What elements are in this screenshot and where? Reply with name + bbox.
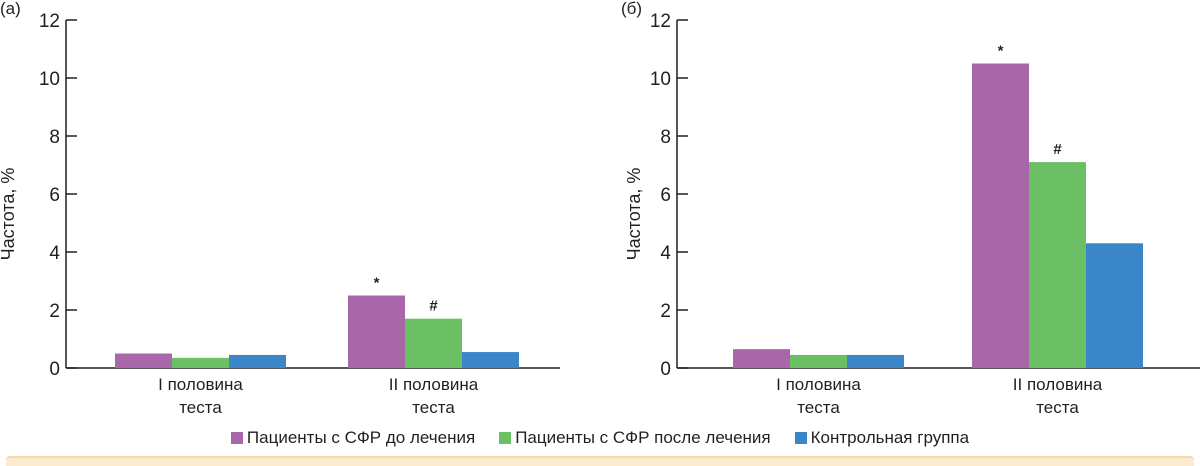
y-tick-label: 8 xyxy=(49,127,60,148)
y-axis-label: Частота, % xyxy=(624,168,644,261)
y-tick-label: 4 xyxy=(49,243,60,264)
bar xyxy=(790,354,847,368)
legend-swatch-purple xyxy=(230,432,243,444)
significance-marker: * xyxy=(998,43,1004,60)
y-tick-label: 12 xyxy=(650,11,671,32)
panel-label: (б) xyxy=(621,0,642,18)
y-tick-label: 0 xyxy=(660,359,671,380)
legend-swatch-green xyxy=(499,432,512,444)
bar xyxy=(115,353,172,368)
y-tick-label: 2 xyxy=(49,301,60,322)
significance-marker: * xyxy=(374,275,380,292)
y-tick-label: 6 xyxy=(49,185,60,206)
y-tick-label: 12 xyxy=(39,11,60,32)
category-label: II половина xyxy=(389,375,479,394)
y-tick-label: 0 xyxy=(49,359,60,380)
bar xyxy=(1029,162,1086,368)
bar xyxy=(172,357,229,368)
significance-marker: # xyxy=(429,298,438,315)
y-tick-label: 10 xyxy=(650,69,671,90)
category-label: теста xyxy=(797,398,840,417)
bar xyxy=(348,295,405,368)
category-label: II половина xyxy=(1013,375,1103,394)
y-tick-label: 6 xyxy=(660,185,671,206)
legend-label: Контрольная группа xyxy=(810,428,970,447)
y-tick-label: 2 xyxy=(660,301,671,322)
bar xyxy=(733,349,790,368)
y-tick-label: 4 xyxy=(660,243,671,264)
bar xyxy=(1086,243,1143,368)
page-bottom-band xyxy=(6,456,1194,466)
y-tick-label: 10 xyxy=(39,69,60,90)
category-label: I половина xyxy=(158,375,243,394)
category-label: теста xyxy=(412,398,455,417)
legend-item: Пациенты с СФР после лечения xyxy=(499,428,771,448)
category-label: теста xyxy=(179,398,222,417)
category-label: I половина xyxy=(776,375,861,394)
legend-label: Пациенты с СФР до лечения xyxy=(246,428,476,447)
bar xyxy=(405,318,462,368)
bar xyxy=(229,354,286,368)
bar xyxy=(972,63,1029,368)
bar xyxy=(847,354,904,368)
significance-marker: # xyxy=(1053,141,1062,158)
legend: Пациенты с СФР до лечения Пациенты с СФР… xyxy=(0,428,1200,448)
bar xyxy=(462,352,519,368)
y-axis-label: Частота, % xyxy=(0,168,18,261)
legend-label: Пациенты с СФР после лечения xyxy=(515,428,771,447)
panel-label: (а) xyxy=(0,0,21,18)
category-label: теста xyxy=(1036,398,1079,417)
legend-item: Пациенты с СФР до лечения xyxy=(230,428,476,448)
y-tick-label: 8 xyxy=(660,127,671,148)
legend-swatch-blue xyxy=(794,432,807,444)
legend-item: Контрольная группа xyxy=(794,428,970,448)
